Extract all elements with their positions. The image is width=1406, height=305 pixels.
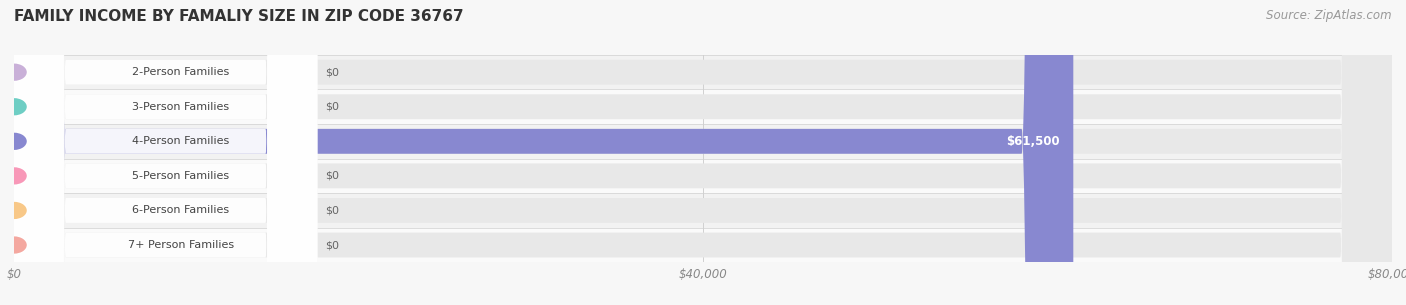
Text: 3-Person Families: 3-Person Families <box>132 102 229 112</box>
FancyBboxPatch shape <box>14 0 318 305</box>
FancyBboxPatch shape <box>14 0 318 305</box>
FancyBboxPatch shape <box>14 0 1392 305</box>
Bar <box>14 124 1392 159</box>
FancyBboxPatch shape <box>14 0 1392 305</box>
Ellipse shape <box>0 167 28 185</box>
Ellipse shape <box>0 97 28 116</box>
FancyBboxPatch shape <box>14 0 318 305</box>
FancyBboxPatch shape <box>14 0 1073 305</box>
Text: $0: $0 <box>325 102 339 112</box>
Text: FAMILY INCOME BY FAMALIY SIZE IN ZIP CODE 36767: FAMILY INCOME BY FAMALIY SIZE IN ZIP COD… <box>14 9 464 24</box>
Text: $0: $0 <box>325 171 339 181</box>
FancyBboxPatch shape <box>14 0 1392 305</box>
Text: 7+ Person Families: 7+ Person Families <box>128 240 233 250</box>
FancyBboxPatch shape <box>14 0 318 305</box>
Ellipse shape <box>0 132 28 151</box>
Text: 2-Person Families: 2-Person Families <box>132 67 229 77</box>
Bar <box>14 228 1392 262</box>
Text: $0: $0 <box>325 67 339 77</box>
Ellipse shape <box>0 63 28 82</box>
Text: 6-Person Families: 6-Person Families <box>132 206 229 215</box>
Bar <box>14 55 1392 89</box>
FancyBboxPatch shape <box>14 0 1392 305</box>
Text: $0: $0 <box>325 240 339 250</box>
FancyBboxPatch shape <box>14 0 318 305</box>
Ellipse shape <box>0 201 28 220</box>
FancyBboxPatch shape <box>14 0 1392 305</box>
Text: Source: ZipAtlas.com: Source: ZipAtlas.com <box>1267 9 1392 22</box>
FancyBboxPatch shape <box>14 0 318 305</box>
Bar <box>14 159 1392 193</box>
Text: 5-Person Families: 5-Person Families <box>132 171 229 181</box>
Text: $0: $0 <box>325 206 339 215</box>
Bar <box>14 89 1392 124</box>
Ellipse shape <box>0 235 28 254</box>
Text: $61,500: $61,500 <box>1005 135 1060 148</box>
Text: 4-Person Families: 4-Person Families <box>132 136 229 146</box>
FancyBboxPatch shape <box>14 0 1392 305</box>
Bar <box>14 193 1392 228</box>
